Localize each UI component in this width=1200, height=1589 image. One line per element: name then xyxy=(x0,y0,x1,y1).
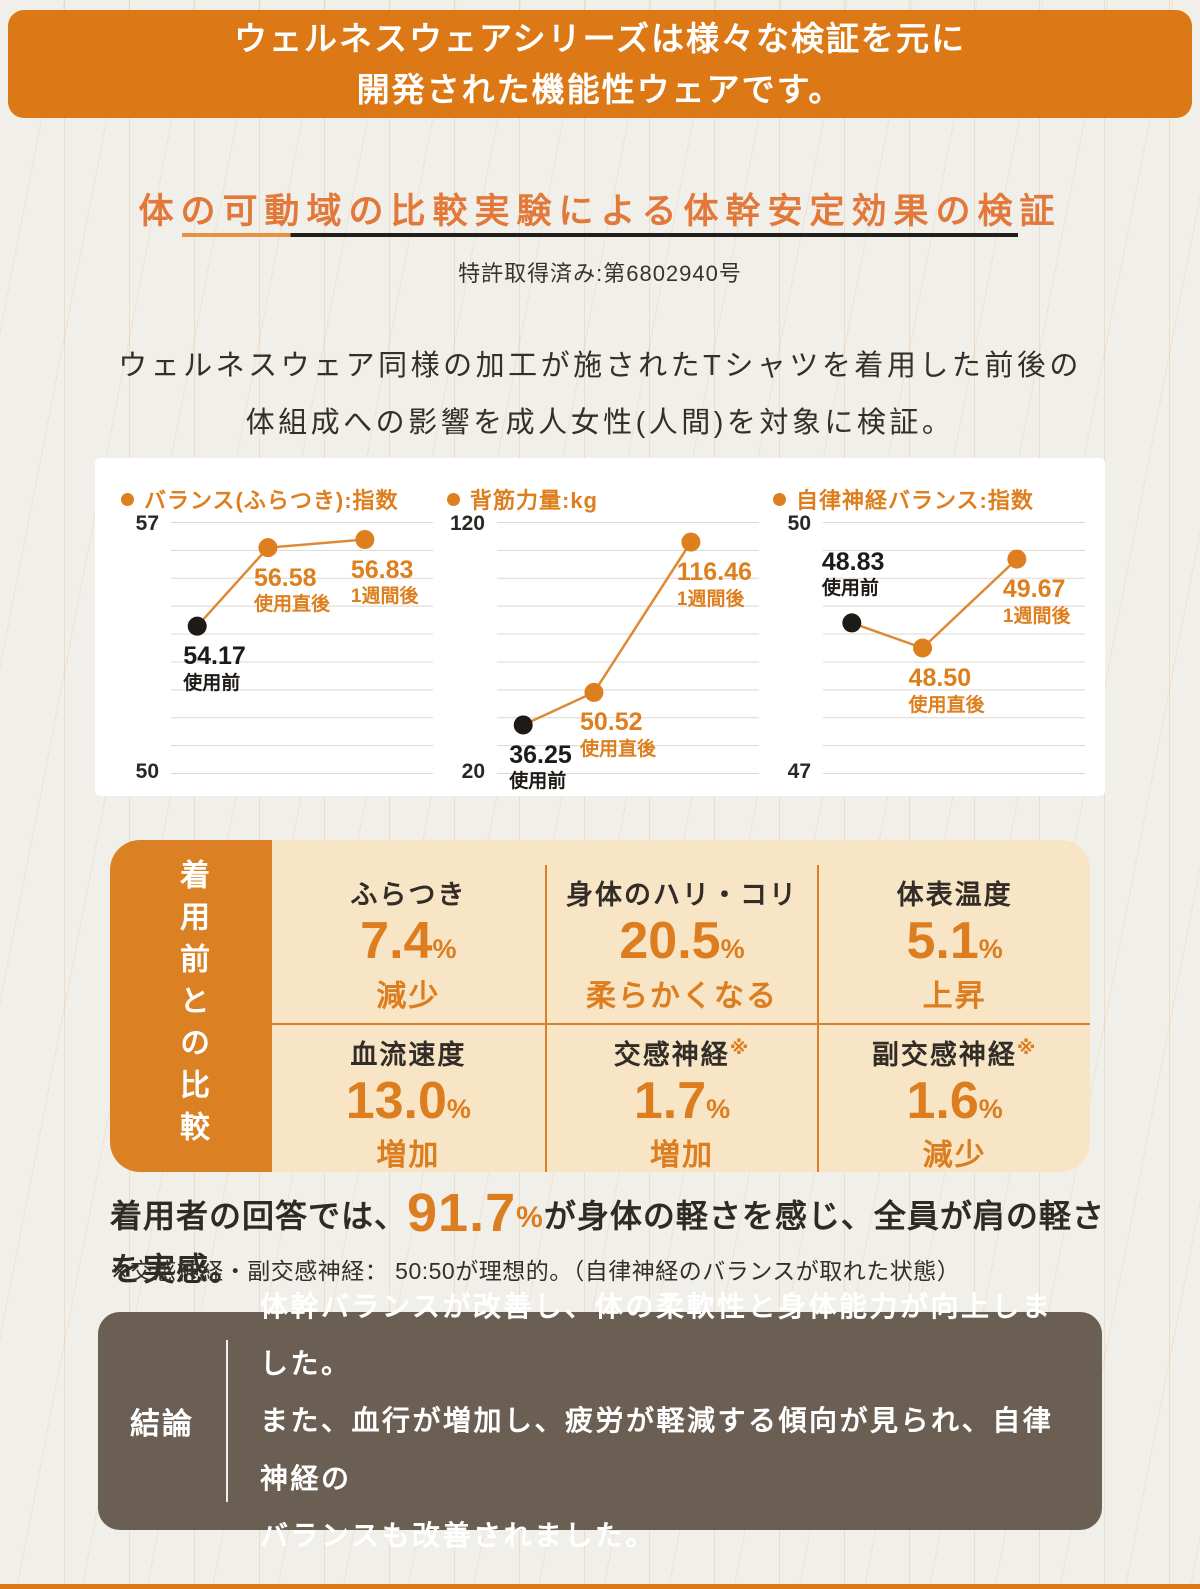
cell-label: 身体のハリ・コリ xyxy=(565,880,798,910)
cell-sub: 上昇 xyxy=(922,979,987,1013)
cell-label: 副交感神経 xyxy=(871,1039,1017,1070)
reference-mark: ※ xyxy=(729,1037,751,1059)
chart-balance: バランス(ふらつき):指数 57 50 54.17 使用前 56.58 使用直後 56.… xyxy=(121,484,439,783)
cell-sub: 減少 xyxy=(376,979,441,1013)
intro-line-1: ウェルネスウェア同様の加工が施されたTシャツを着用した前後の xyxy=(118,350,1082,382)
charts-card: バランス(ふらつき):指数 57 50 54.17 使用前 56.58 使用直後 56.… xyxy=(95,458,1105,796)
cell-label: ふらつき xyxy=(350,880,467,910)
bottom-accent-bar xyxy=(0,1584,1200,1589)
chart-plot: 57 50 54.17 使用前 56.58 使用直後 56.83 1週間後 xyxy=(121,512,439,783)
data-point-label: 48.50 使用直後 xyxy=(908,664,985,716)
chart-plot-area: 36.25 使用前 50.52 使用直後 116.46 1週間後 xyxy=(497,522,759,792)
cell-value: 20.5% xyxy=(619,912,745,970)
intro-line-2: 体組成への影響を成人女性(人間)を対象に検証。 xyxy=(245,406,955,439)
conclusion-text: 体幹バランスが改善し、体の柔軟性と身体能力が向上しました。 また、血行が増加し、… xyxy=(228,1291,1102,1552)
data-point-label: 54.17 使用前 xyxy=(183,642,246,694)
data-point xyxy=(913,638,933,658)
statement-suffix: が身体の軽さを感じ、全員が肩の軽さを実感。 xyxy=(110,1198,1105,1287)
comparison-cell-furatsuki: ふらつき 7.4% 減少 xyxy=(272,865,545,1023)
header-line-1: ウェルネスウェアシリーズは様々な検証を元に xyxy=(233,19,967,57)
comparison-table: 着用前との比較 ふらつき 7.4% 減少 身体のハリ・コリ 20.5% 柔らかく… xyxy=(110,840,1090,1172)
chart-plot-area: 48.83 使用前 48.50 使用直後 49.67 1週間後 xyxy=(821,522,1085,774)
cell-value: 1.6% xyxy=(906,1071,1003,1130)
data-point-label: 56.58 使用直後 xyxy=(253,563,330,616)
chart-title: 自律神経バランス:指数 xyxy=(796,488,1034,513)
chart-plot: 50 47 48.83 使用前 48.50 使用直後 49.67 1週間後 xyxy=(773,512,1091,783)
comparison-cell-sympathetic: 交感神経※ 1.7% 増加 xyxy=(544,1022,818,1172)
cell-sub: 増加 xyxy=(376,1139,441,1172)
conclusion-line-3: バランスも改善されました。 xyxy=(260,1520,656,1552)
comparison-cell-body-temp: 体表温度 5.1% 上昇 xyxy=(817,865,1090,1023)
cell-sub: 減少 xyxy=(922,1139,987,1172)
patent-number: 特許取得済み:第6802940号 xyxy=(458,261,742,286)
data-point xyxy=(513,715,533,735)
chart-title: 背筋力量:kg xyxy=(470,488,599,513)
comparison-grid: ふらつき 7.4% 減少 身体のハリ・コリ 20.5% 柔らかくなる 体表温度 … xyxy=(272,840,1090,1172)
reference-mark: ※ xyxy=(1016,1037,1038,1059)
cell-value: 7.4% xyxy=(360,912,457,970)
data-point xyxy=(584,682,604,702)
cell-value: 13.0% xyxy=(345,1071,471,1130)
chart-legend: 背筋力量:kg xyxy=(447,484,765,514)
data-point-label: 116.46 1週間後 xyxy=(676,558,752,610)
legend-dot-icon xyxy=(773,492,786,506)
data-point xyxy=(1007,549,1027,569)
cell-value: 5.1% xyxy=(906,912,1003,970)
data-point-label: 56.83 1週間後 xyxy=(350,555,419,608)
chart-legend: 自律神経バランス:指数 xyxy=(773,484,1091,514)
title-underline xyxy=(182,233,1018,237)
cell-value: 1.7% xyxy=(633,1071,731,1130)
data-point xyxy=(258,538,278,558)
cell-label: 体表温度 xyxy=(896,880,1013,910)
comparison-side-label: 着用前との比較 xyxy=(175,859,208,1153)
section-title: 体の可動域の比較実験による体幹安定効果の検証 xyxy=(138,192,1062,231)
y-axis-min-label: 47 xyxy=(787,760,811,783)
chart-svg xyxy=(823,522,1085,774)
y-axis-max-label: 57 xyxy=(135,512,159,535)
y-axis-max-label: 120 xyxy=(449,512,485,535)
chart-legend: バランス(ふらつき):指数 xyxy=(121,484,439,514)
chart-autonomic-balance: 自律神経バランス:指数 50 47 48.83 使用前 48.50 使用直後 49.67… xyxy=(773,484,1091,783)
data-point-label: 50.52 使用直後 xyxy=(579,708,656,760)
data-point-label: 36.25 使用前 xyxy=(509,740,572,793)
comparison-side-header: 着用前との比較 xyxy=(110,840,272,1172)
chart-svg xyxy=(171,522,433,774)
statement-highlight-value: 91.7 xyxy=(407,1183,517,1243)
data-point xyxy=(187,616,207,636)
conclusion-box: 結論 体幹バランスが改善し、体の柔軟性と身体能力が向上しました。 また、血行が増… xyxy=(98,1291,1102,1552)
footnote: ※交感神経・副交感神経： 50:50が理想的。（自律神経のバランスが取れた状態） xyxy=(110,1258,961,1284)
y-axis-min-label: 20 xyxy=(461,760,485,783)
chart-plot-area: 54.17 使用前 56.58 使用直後 56.83 1週間後 xyxy=(171,522,433,774)
data-point xyxy=(355,530,375,550)
data-point xyxy=(681,532,701,552)
comparison-cell-parasympathetic: 副交感神経※ 1.6% 減少 xyxy=(817,1022,1090,1172)
statement-prefix: 着用者の回答では、 xyxy=(110,1198,408,1234)
chart-back-strength: 背筋力量:kg 120 20 36.25 使用前 50.52 使用直後 116.46 1週… xyxy=(447,484,765,792)
comparison-cell-hari-kori: 身体のハリ・コリ 20.5% 柔らかくなる xyxy=(544,865,818,1023)
legend-dot-icon xyxy=(121,492,134,506)
statement-highlight-unit: % xyxy=(516,1201,544,1234)
conclusion-divider xyxy=(226,1340,228,1502)
survey-statement: 着用者の回答では、91.7%が身体の軽さを感じ、全員が肩の軽さを実感。 xyxy=(110,1182,1130,1290)
data-point-label: 49.67 1週間後 xyxy=(1002,575,1071,627)
comparison-cell-blood-flow: 血流速度 13.0% 増加 xyxy=(272,1022,545,1172)
header-banner: ウェルネスウェアシリーズは様々な検証を元に 開発された機能性ウェアです。 xyxy=(8,10,1192,118)
cell-label: 血流速度 xyxy=(350,1039,467,1070)
data-point-label: 48.83 使用前 xyxy=(821,547,885,600)
data-point xyxy=(842,613,862,633)
header-line-2: 開発された機能性ウェアです。 xyxy=(356,71,844,108)
y-axis-min-label: 50 xyxy=(135,760,159,783)
chart-svg xyxy=(497,522,759,774)
intro-text: ウェルネスウェア同様の加工が施されたTシャツを着用した前後の 体組成への影響を成… xyxy=(0,338,1200,451)
chart-plot: 120 20 36.25 使用前 50.52 使用直後 116.46 1週間後 xyxy=(447,512,765,792)
cell-label: 交感神経 xyxy=(613,1039,730,1070)
y-axis-max-label: 50 xyxy=(787,512,811,535)
conclusion-line-1: 体幹バランスが改善し、体の柔軟性と身体能力が向上しました。 xyxy=(260,1290,1053,1379)
cell-sub: 増加 xyxy=(649,1139,714,1172)
legend-dot-icon xyxy=(447,492,460,506)
conclusion-line-2: また、血行が増加し、疲労が軽減する傾向が見られ、自律神経の xyxy=(260,1405,1054,1494)
cell-sub: 柔らかくなる xyxy=(585,979,778,1013)
chart-title: バランス(ふらつき):指数 xyxy=(144,488,399,513)
conclusion-label: 結論 xyxy=(130,1408,194,1441)
